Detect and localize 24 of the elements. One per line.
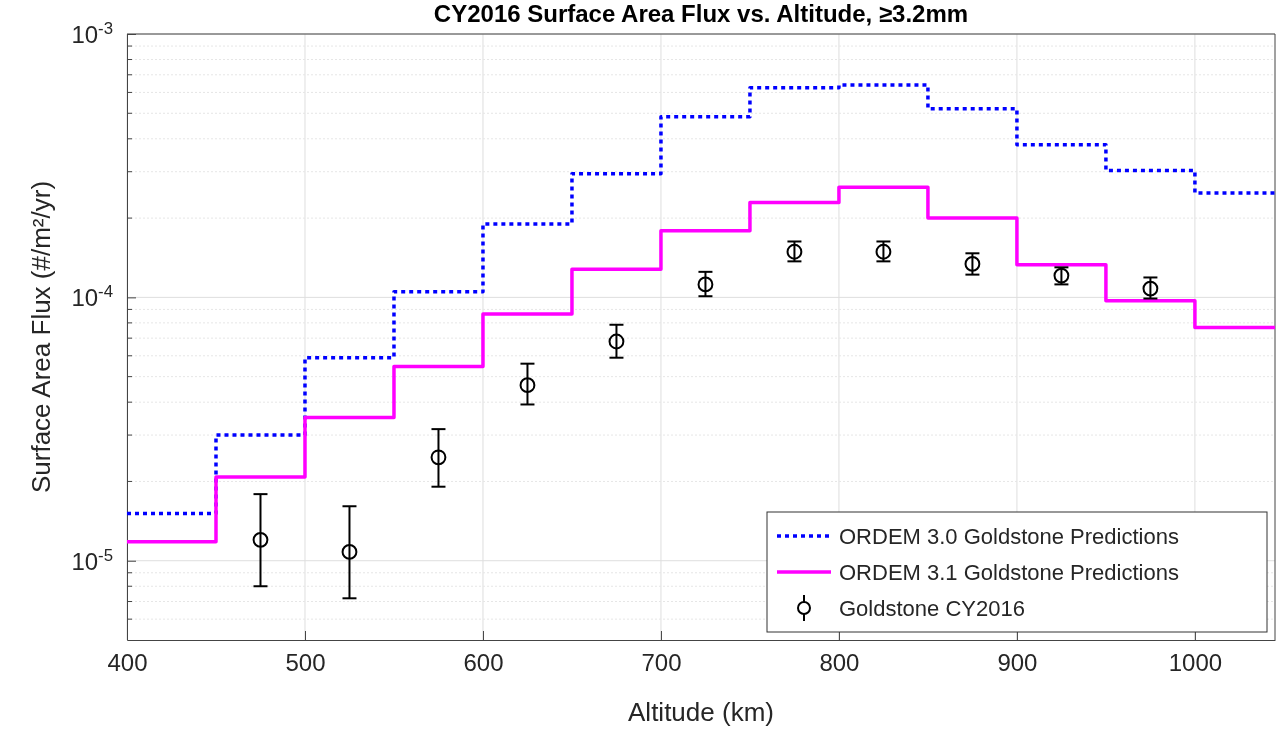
legend-label: Goldstone CY2016 — [839, 595, 1025, 621]
point — [252, 531, 269, 548]
point — [608, 333, 625, 350]
x-tick-label: 1000 — [1168, 649, 1223, 677]
x-tick-label: 500 — [285, 649, 326, 677]
x-tick-label: 900 — [997, 649, 1038, 677]
x-tick-label: 700 — [641, 649, 682, 677]
x-tick-label: 600 — [463, 649, 504, 677]
y-tick-label: 10$^{-5}$ — [71, 545, 113, 575]
x-tick-label: 400 — [107, 649, 148, 677]
point — [964, 255, 981, 272]
chart-title: CY2016 Surface Area Flux vs. Altitude, ≥3.2mm — [433, 0, 969, 27]
legend-label: ORDEM 3.1 Goldstone Predictions — [839, 559, 1179, 585]
point — [519, 377, 536, 394]
legend-label: ORDEM 3.0 Goldstone Predictions — [839, 523, 1179, 549]
x-axis-title: Altitude (km) — [628, 697, 774, 727]
y-axis-title: Surface Area Flux (#/m²/yr) — [26, 180, 56, 494]
y-tick-label: 10$^{-3}$ — [71, 18, 113, 48]
point — [697, 276, 714, 293]
y-tick-label: 10$^{-4}$ — [71, 281, 113, 312]
point — [430, 449, 447, 466]
x-tick-label: 800 — [819, 649, 860, 677]
point — [341, 544, 358, 560]
point — [1142, 280, 1159, 297]
